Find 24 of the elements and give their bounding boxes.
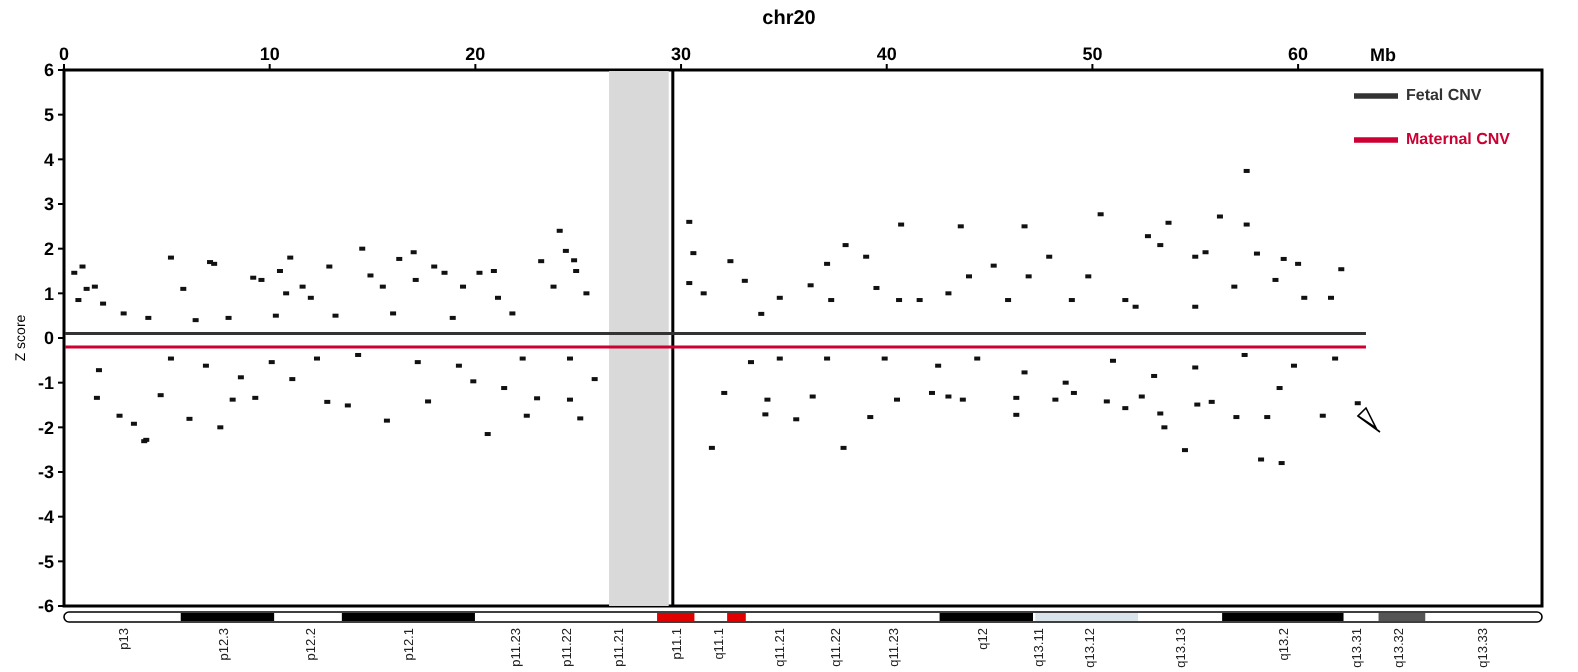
y-tick-label: -1 xyxy=(37,373,54,394)
x-tick-label: 0 xyxy=(58,44,70,64)
y-tick-label: 6 xyxy=(43,60,54,81)
y-tick-label: 1 xyxy=(43,283,54,304)
x-axis-title: Mb xyxy=(1369,45,1397,66)
y-tick-label: -4 xyxy=(37,507,54,528)
y-tick-label: 2 xyxy=(43,239,54,260)
y-tick-label: 0 xyxy=(43,328,54,349)
y-tick-label: 5 xyxy=(43,105,54,126)
y-tick-label: -3 xyxy=(37,462,54,483)
y-tick-label: -2 xyxy=(37,417,54,438)
x-tick-label: 30 xyxy=(671,44,692,64)
x-tick-label: 50 xyxy=(1082,44,1103,64)
x-tick-label: 20 xyxy=(465,44,486,64)
y-tick-label: 3 xyxy=(43,194,54,215)
legend-label: Fetal CNV xyxy=(1405,86,1482,105)
x-tick-label: 40 xyxy=(876,44,897,64)
x-tick-label: 10 xyxy=(259,44,280,64)
y-tick-label: -5 xyxy=(37,551,54,572)
legend-label: Maternal CNV xyxy=(1405,130,1510,149)
x-tick-label: 60 xyxy=(1288,44,1309,64)
y-tick-label: 4 xyxy=(43,149,54,170)
y-tick-label: -6 xyxy=(37,596,54,617)
chart-title: chr20 xyxy=(760,8,818,30)
